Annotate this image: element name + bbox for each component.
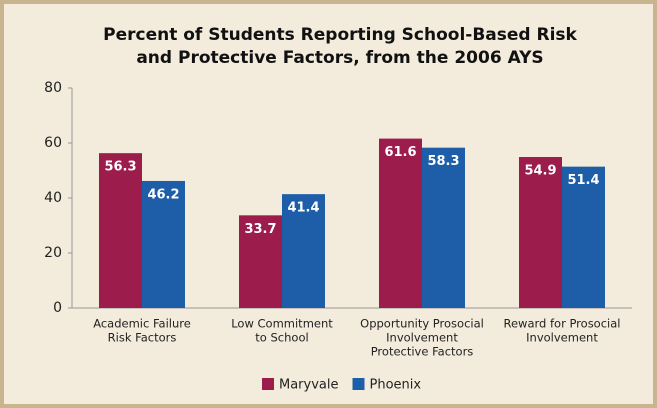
bar bbox=[239, 215, 282, 308]
y-tick-label: 40 bbox=[44, 190, 62, 206]
value-label: 58.3 bbox=[427, 154, 459, 169]
y-tick-label: 80 bbox=[44, 80, 62, 96]
legend-swatch bbox=[262, 378, 274, 390]
value-label: 41.4 bbox=[287, 201, 319, 216]
chart-title: Percent of Students Reporting School-Bas… bbox=[103, 25, 577, 45]
x-tick-label: Opportunity Prosocial bbox=[360, 317, 484, 331]
y-tick-label: 0 bbox=[53, 300, 62, 316]
x-tick-label: Academic Failure bbox=[93, 317, 191, 331]
legend-label: Phoenix bbox=[370, 378, 422, 393]
bar bbox=[519, 157, 562, 308]
value-label: 61.6 bbox=[384, 145, 416, 160]
bar bbox=[562, 166, 605, 308]
bar bbox=[99, 153, 142, 308]
bar bbox=[422, 147, 465, 308]
chart-title: and Protective Factors, from the 2006 AY… bbox=[136, 48, 543, 68]
legend-label: Maryvale bbox=[279, 378, 339, 393]
x-tick-label: Low Commitment bbox=[231, 317, 333, 331]
y-tick-label: 60 bbox=[44, 135, 62, 151]
bar bbox=[142, 180, 185, 308]
x-tick-label: Involvement bbox=[526, 331, 598, 345]
value-label: 33.7 bbox=[244, 222, 276, 237]
value-label: 51.4 bbox=[567, 173, 599, 188]
x-tick-label: Protective Factors bbox=[371, 345, 474, 359]
bar bbox=[379, 138, 422, 308]
value-label: 56.3 bbox=[104, 160, 136, 175]
x-tick-label: Risk Factors bbox=[108, 331, 177, 345]
value-label: 46.2 bbox=[147, 187, 179, 202]
bar bbox=[282, 194, 325, 308]
y-tick-label: 20 bbox=[44, 245, 62, 261]
value-label: 54.9 bbox=[524, 164, 556, 179]
x-tick-label: Reward for Prosocial bbox=[504, 317, 621, 331]
x-tick-label: Involvement bbox=[386, 331, 458, 345]
x-tick-label: to School bbox=[255, 331, 308, 345]
legend-swatch bbox=[352, 378, 365, 390]
